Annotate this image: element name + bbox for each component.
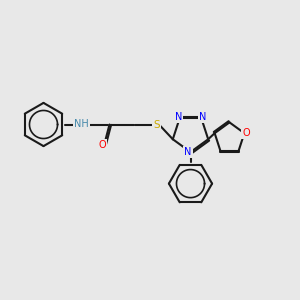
Text: N: N	[199, 112, 206, 122]
Text: N: N	[184, 147, 192, 157]
Text: NH: NH	[74, 119, 89, 129]
Text: N: N	[175, 112, 182, 122]
Text: S: S	[153, 119, 160, 130]
Text: O: O	[242, 128, 250, 138]
Text: O: O	[98, 140, 106, 150]
